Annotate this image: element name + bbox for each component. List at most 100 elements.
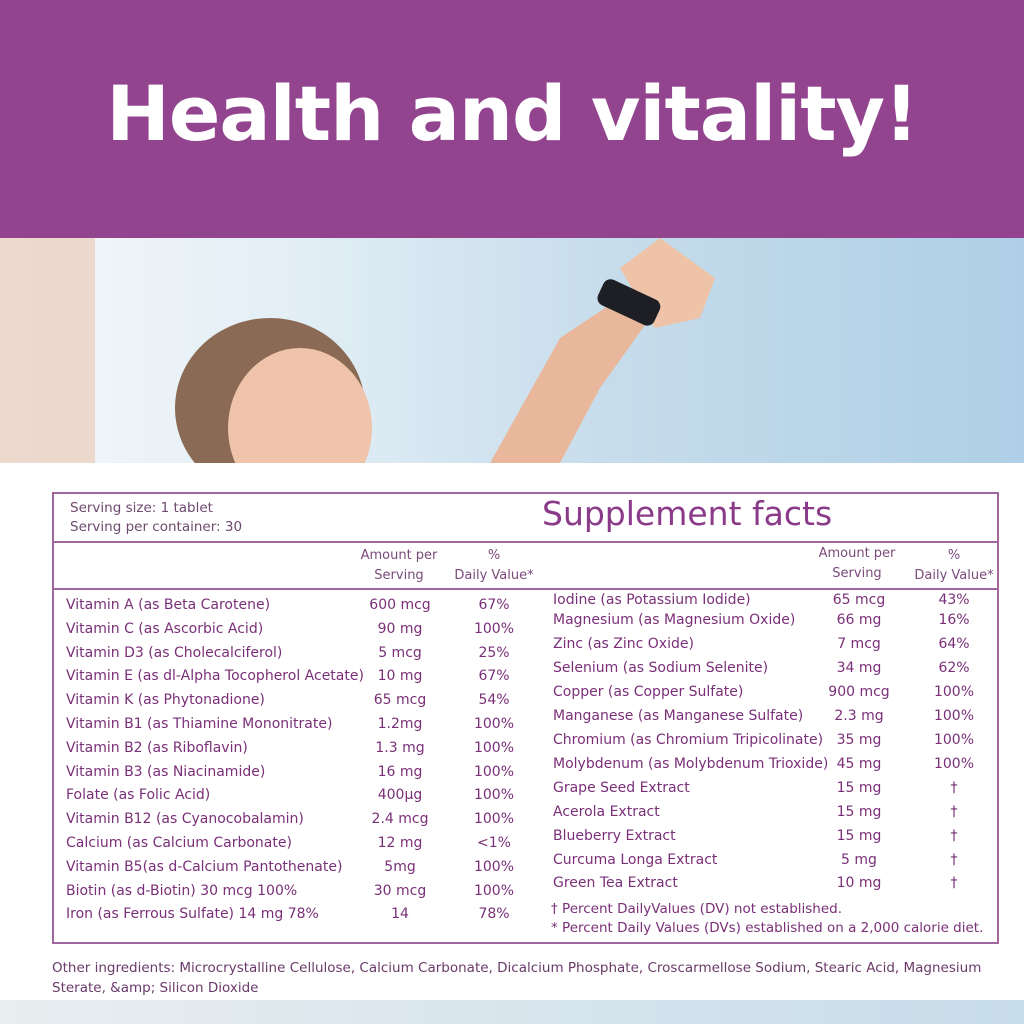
nutrient-amount: 5 mg	[841, 852, 877, 868]
nutrient-amount: 5mg	[384, 858, 416, 875]
supplement-facts-table: Serving size: 1 tablet Serving per conta…	[52, 492, 999, 944]
photo-illustration	[0, 238, 715, 463]
other-ingredients: Other ingredients: Microcrystalline Cell…	[52, 960, 982, 996]
nutrient-row: Grape Seed Extract 15 mg †	[54, 780, 997, 800]
header-line: Daily Value*	[454, 568, 534, 583]
divider	[54, 588, 997, 590]
nutrient-name: Vitamin B12 (as Cyanocobalamin)	[66, 811, 304, 828]
nutrient-name: Iron (as Ferrous Sulfate) 14 mg 78%	[66, 906, 319, 923]
nutrient-row: Chromium (as Chromium Tripicolinate) 35 m…	[54, 732, 997, 752]
servings-per-container: Serving per container: 30	[70, 519, 243, 535]
nutrient-row: Vitamin D3 (as Cholecalciferol) 5 mcg 25%	[54, 645, 997, 665]
nutrient-name: Vitamin B3 (as Niacinamide)	[66, 763, 266, 780]
face-shape	[228, 348, 372, 463]
nutrient-amount: 65 mcg	[373, 692, 427, 709]
header-line: Serving	[374, 568, 424, 583]
nutrient-dv: 100%	[473, 739, 515, 756]
nutrient-row: Vitamin B2 (as Riboflavin) 1.3 mg 100%	[54, 740, 997, 760]
nutrient-name: Folate (as Folic Acid)	[66, 787, 211, 804]
nutrient-name: Vitamin B2 (as Riboflavin)	[66, 739, 248, 756]
nutrient-dv: 100%	[473, 716, 515, 732]
nutrient-row: Iodine (as Potassium Iodide) 65 mcg 43%	[54, 592, 997, 612]
nutrient-row: Magnesium (as Magnesium Oxide) 66 mg 16%	[54, 612, 997, 632]
nutrient-amount: 900 mcg	[828, 684, 890, 700]
nutrient-name: Acerola Extract	[553, 804, 660, 820]
nutrient-name: Molybdenum (as Molybdenum Trioxide)	[553, 756, 829, 772]
dv-header-right: % Daily Value*	[906, 546, 1002, 586]
nutrient-name: Vitamin B5(as d-Calcium Pantothenate)	[66, 858, 343, 875]
header-line: Amount per	[360, 548, 438, 563]
nutrient-amount: 66 mg	[836, 612, 882, 628]
nutrient-dv: 100%	[933, 732, 975, 748]
nutrient-amount: 5 mcg	[378, 644, 422, 661]
nutrient-name: Magnesium (as Magnesium Oxide)	[553, 612, 796, 628]
nutrient-row: Vitamin E (as dl-Alpha Tocopherol Acetat…	[54, 668, 997, 688]
nutrient-name: Green Tea Extract	[553, 875, 678, 891]
nutrient-row: Curcuma Longa Extract 5 mg †	[54, 852, 997, 872]
nutrient-amount: 2.4 mcg	[371, 811, 429, 828]
nutrient-row: Vitamin B12 (as Cyanocobalamin) 2.4 mcg 10…	[54, 811, 997, 831]
nutrient-row: Zinc (as Zinc Oxide) 7 mcg 64%	[54, 636, 997, 656]
nutrient-dv: 67%	[478, 597, 510, 613]
nutrient-amount: 16 mg	[377, 763, 423, 780]
nutrient-dv: 100%	[933, 684, 975, 700]
nutrient-row: Blueberry Extract 15 mg †	[54, 828, 997, 848]
headline-banner: Health and vitality!	[0, 0, 1024, 238]
smartwatch-shape	[597, 279, 661, 326]
nutrient-dv: 100%	[473, 882, 515, 899]
nutrient-row: Iron (as Ferrous Sulfate) 14 mg 78% 14 78%	[54, 906, 997, 926]
nutrient-name: Vitamin D3 (as Cholecalciferol)	[66, 644, 283, 661]
nutrient-name: Iodine (as Potassium Iodide)	[553, 592, 751, 608]
nutrient-name: Chromium (as Chromium Tripicolinate)	[553, 732, 824, 748]
nutrient-dv: †	[950, 780, 958, 796]
nutrient-dv: 62%	[938, 660, 970, 676]
nutrient-name: Grape Seed Extract	[553, 780, 690, 796]
nutrient-dv: †	[950, 804, 958, 820]
photo-strip	[0, 1000, 1024, 1024]
header-line: %	[487, 548, 501, 563]
nutrient-dv: 43%	[938, 592, 970, 608]
nutrient-dv: 100%	[933, 708, 975, 724]
nutrient-amount: 35 mg	[836, 732, 882, 748]
nutrient-row: Manganese (as Manganese Sulfate) 2.3 mg 10…	[54, 708, 997, 728]
serving-size: Serving size: 1 tablet	[70, 500, 213, 516]
header-line: Daily Value*	[914, 568, 994, 583]
nutrient-row: Acerola Extract 15 mg †	[54, 804, 997, 824]
nutrient-amount: 90 mg	[377, 620, 423, 637]
nutrient-name: Selenium (as Sodium Selenite)	[553, 660, 769, 676]
nutrient-amount: 1.3 mg	[375, 739, 425, 756]
footnote-dagger: † Percent DailyValues (DV) not establish…	[551, 901, 843, 917]
nutrient-row: Copper (as Copper Sulfate) 900 mcg 100%	[54, 684, 997, 704]
nutrient-amount: 1.2mg	[377, 716, 423, 732]
footnote-star: * Percent Daily Values (DVs) established…	[551, 920, 984, 936]
woman-raising-arms-photo	[0, 238, 1024, 463]
nutrient-amount: 10 mg	[836, 875, 882, 891]
nutrient-amount: 30 mcg	[373, 882, 427, 899]
nutrient-row: Selenium (as Sodium Selenite) 34 mg 62%	[54, 660, 997, 680]
nutrient-name: Copper (as Copper Sulfate)	[553, 684, 744, 700]
header-line: Serving	[832, 566, 882, 581]
nutrient-name: Vitamin C (as Ascorbic Acid)	[66, 620, 264, 637]
nutrient-dv: 67%	[478, 668, 510, 685]
nutrient-dv: <1%	[477, 835, 511, 851]
nutrient-row: Biotin (as d-Biotin) 30 mcg 100% 30 mcg 10…	[54, 883, 997, 903]
nutrient-amount: 15 mg	[836, 828, 882, 844]
nutrient-row: Vitamin A (as Beta Carotene) 600 mcg 67%	[54, 597, 997, 617]
nutrient-dv: 100%	[473, 763, 515, 780]
nutrient-row: Green Tea Extract 10 mg †	[54, 875, 997, 895]
nutrient-amount: 7 mcg	[837, 636, 881, 652]
nutrient-row: Calcium (as Calcium Carbonate) 12 mg <1%	[54, 835, 997, 855]
nutrient-dv: 100%	[933, 756, 975, 772]
amount-header-right: Amount per Serving	[812, 544, 902, 584]
table-title: Supplement facts	[542, 494, 833, 533]
nutrient-name: Vitamin K (as Phytonadione)	[66, 692, 265, 709]
nutrient-amount: 400µg	[377, 787, 423, 804]
nutrient-amount: 15 mg	[836, 804, 882, 820]
nutrient-dv: 100%	[473, 787, 515, 804]
nutrient-amount: 12 mg	[377, 835, 423, 851]
header-line: Amount per	[818, 546, 896, 561]
nutrient-name: Biotin (as d-Biotin) 30 mcg 100%	[66, 882, 298, 899]
nutrient-row: Vitamin B5(as d-Calcium Pantothenate) 5mg…	[54, 859, 997, 879]
dv-header-left: % Daily Value*	[444, 546, 544, 586]
nutrient-dv: †	[950, 875, 958, 891]
